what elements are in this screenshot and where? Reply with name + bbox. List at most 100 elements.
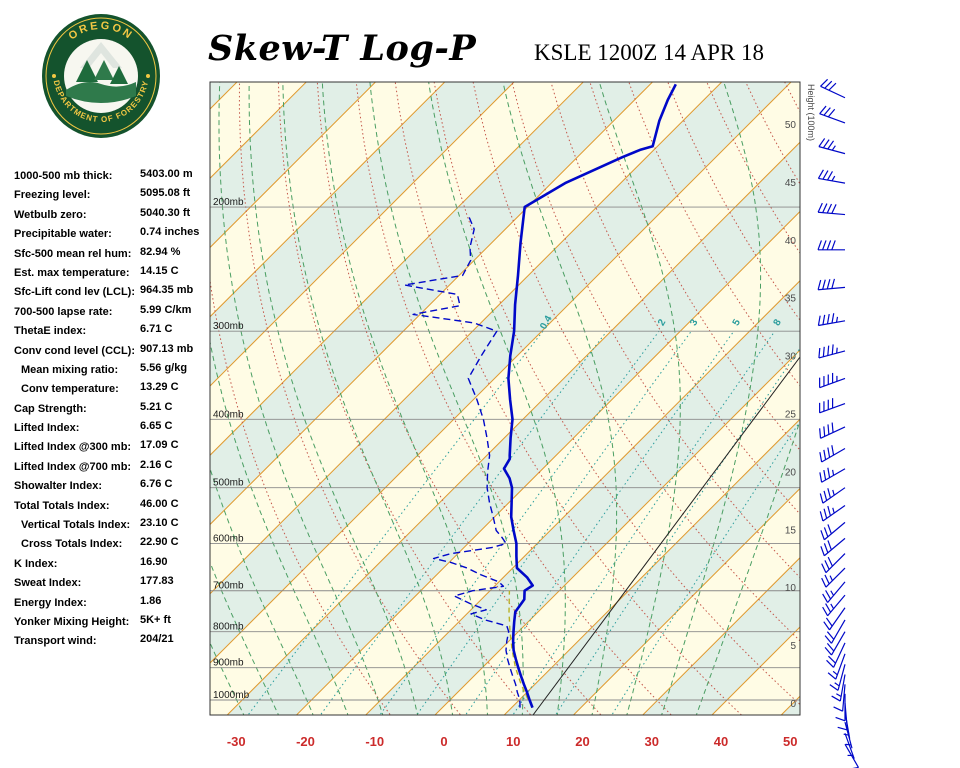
wind-barb (820, 537, 846, 557)
wind-barb (817, 240, 845, 251)
wind-barb (819, 445, 846, 463)
stat-row: Sfc-500 mean rel hum: 82.94 % (14, 243, 216, 262)
parcel-trace (508, 590, 534, 708)
stat-row: ThetaE index: 6.71 C (14, 320, 216, 339)
dry-adiabat-line (936, 75, 960, 718)
stat-value: 0.74 inches (140, 226, 200, 239)
isotherm-line (210, 82, 653, 526)
dry-adiabat-line (433, 82, 800, 706)
wind-barb (827, 653, 846, 680)
moist-adiabat-line (369, 82, 524, 715)
wind-barb (817, 278, 846, 291)
isotherm-line (210, 82, 515, 387)
page-title: Skew-T Log-P (208, 28, 477, 69)
moist-adiabat-line (282, 82, 454, 715)
pressure-label: 500mb (213, 478, 244, 489)
mixing-ratio-label: 8 (772, 317, 785, 328)
stat-value: 5095.08 ft (140, 187, 191, 200)
isotherm-line (210, 82, 446, 318)
wind-barb (823, 607, 846, 631)
stat-value: 6.71 C (140, 323, 173, 336)
stat-label: Conv cond level (CCL): (14, 344, 136, 357)
isotherm-line (365, 280, 800, 715)
mixing-ratio-line (512, 330, 776, 715)
stat-row: Lifted Index: 6.65 C (14, 417, 216, 436)
wind-barb (820, 78, 846, 99)
stat-value: 1.86 (140, 594, 162, 607)
stat-row: K Index: 16.90 (14, 553, 216, 572)
moist-adiabat-line (502, 82, 618, 715)
stat-row: Total Totals Index: 46.00 C (14, 495, 216, 514)
stat-value: 204/21 (140, 633, 174, 646)
stat-row: Lifted Index @300 mb: 17.09 C (14, 436, 216, 455)
wind-barb (821, 567, 846, 588)
temp-axis-label: -30 (227, 734, 246, 749)
pressure-label: 900mb (213, 658, 244, 669)
dry-adiabat-line (277, 82, 532, 715)
isotherm-line (210, 82, 723, 595)
temp-axis-label: 30 (645, 734, 659, 749)
stat-label: Vertical Totals Index: (21, 519, 131, 532)
moist-adiabat-line (321, 82, 488, 715)
pressure-label: 300mb (213, 321, 244, 332)
wind-barb (824, 631, 846, 656)
logo-tree-icon (76, 60, 98, 82)
logo-inner-ring (45, 17, 157, 135)
wind-barb (819, 372, 846, 389)
temp-axis-label: 40 (714, 734, 728, 749)
wind-barb (819, 105, 846, 124)
moist-adiabat-line (210, 641, 245, 715)
stat-value: 6.76 C (140, 478, 173, 491)
isotherm-line (851, 82, 960, 715)
mixing-ratio-label: 3 (688, 317, 701, 328)
stat-label: Yonker Mixing Height: (14, 615, 130, 628)
dewpoint-trace (403, 214, 521, 708)
stat-value: 14.15 C (140, 264, 179, 277)
height-axis-label: 15 (785, 525, 797, 536)
stat-row: Energy Index: 1.86 (14, 592, 216, 611)
stat-label: K Index: (14, 557, 58, 570)
stat-value: 5.99 C/km (140, 303, 192, 316)
moist-adiabat-line (248, 82, 419, 715)
mixing-ratio-line (379, 330, 660, 715)
moist-adiabat-line (218, 82, 384, 715)
height-axis-label: 35 (785, 294, 797, 305)
stat-value: 177.83 (140, 575, 174, 588)
stat-value: 907.13 mb (140, 342, 194, 355)
wind-barb (820, 521, 846, 541)
temp-axis-label: 20 (575, 734, 589, 749)
stat-label: 1000-500 mb thick: (14, 170, 113, 182)
isotherm-line (226, 141, 800, 715)
logo-star-icon (146, 74, 150, 78)
stat-row: Transport wind: 204/21 (14, 630, 216, 649)
moist-adiabat-line (93, 70, 211, 718)
dry-adiabat-line (820, 75, 960, 718)
height-axis-label: 5 (790, 641, 796, 652)
dry-adiabat-line (210, 277, 391, 715)
stat-label: Sweat Index: (14, 577, 82, 590)
stat-label: Freezing level: (14, 189, 91, 202)
wind-barb (818, 344, 846, 359)
stat-row: Lifted Index @700 mb: 2.16 C (14, 456, 216, 475)
stat-label: Wetbulb zero: (14, 208, 87, 221)
isotherm-line (503, 418, 800, 715)
moist-adiabat-line (210, 339, 349, 715)
dry-adiabat-line (667, 82, 800, 321)
stat-row: Mean mixing ratio: 5.56 g/kg (14, 359, 216, 378)
mixing-ratio-line (611, 420, 800, 715)
dry-adiabat-line (784, 82, 800, 113)
height-axis-label: 45 (785, 178, 797, 189)
stat-row: Conv temperature: 13.29 C (14, 378, 216, 397)
logo-tree-icon (94, 60, 114, 80)
stat-value: 5403.00 m (140, 168, 193, 180)
stat-label: Total Totals Index: (14, 499, 110, 512)
stat-label: Lifted Index: (14, 422, 80, 435)
wind-barb (824, 619, 846, 644)
stat-value: 82.94 % (140, 245, 181, 258)
isotherm-line (210, 82, 792, 664)
moist-adiabat-line (210, 561, 280, 715)
isotherm-band (210, 82, 237, 109)
temp-axis-label: -20 (296, 734, 315, 749)
stat-value: 16.90 (140, 555, 168, 568)
